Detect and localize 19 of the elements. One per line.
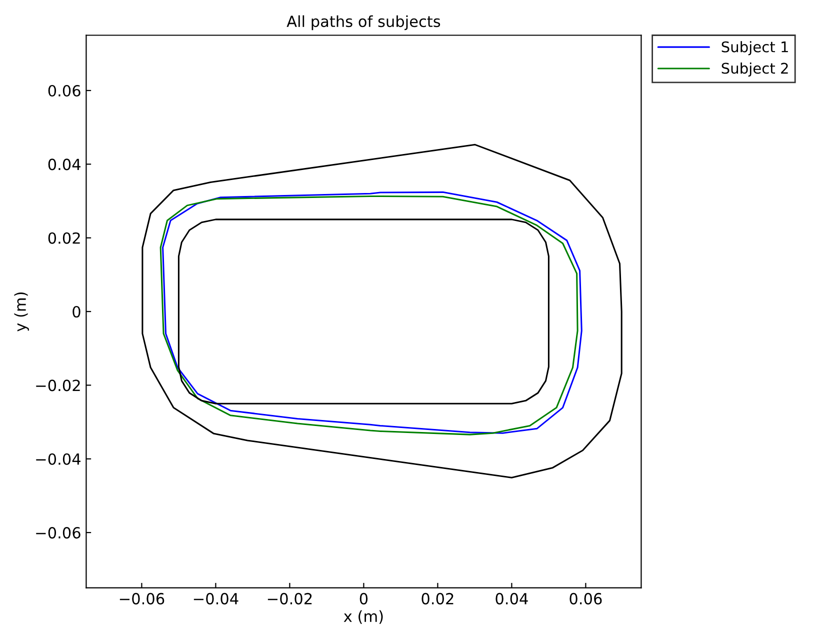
- x-tick-label: −0.06: [120, 592, 164, 604]
- x-axis-title: x (m): [344, 610, 383, 624]
- x-tick-label: −0.04: [194, 592, 238, 604]
- y-tick-label: 0: [72, 306, 80, 318]
- y-tick-label: 0.04: [48, 158, 80, 170]
- y-tick-label: −0.02: [36, 380, 80, 392]
- x-tick-label: 0: [360, 592, 368, 604]
- y-tick-label: 0.02: [48, 232, 80, 244]
- chart-title: All paths of subjects: [286, 15, 440, 30]
- legend-label: Subject 2: [722, 62, 788, 77]
- y-tick-label: −0.06: [36, 527, 80, 539]
- x-tick-label: −0.02: [268, 592, 312, 604]
- legend-label: Subject 1: [722, 41, 788, 56]
- x-tick-label: 0.06: [570, 592, 602, 604]
- x-tick-label: 0.04: [496, 592, 528, 604]
- y-axis-title: y (m): [14, 292, 29, 332]
- y-tick-label: −0.04: [36, 453, 80, 465]
- y-tick-label: 0.06: [48, 84, 80, 97]
- x-tick-label: 0.02: [422, 592, 454, 604]
